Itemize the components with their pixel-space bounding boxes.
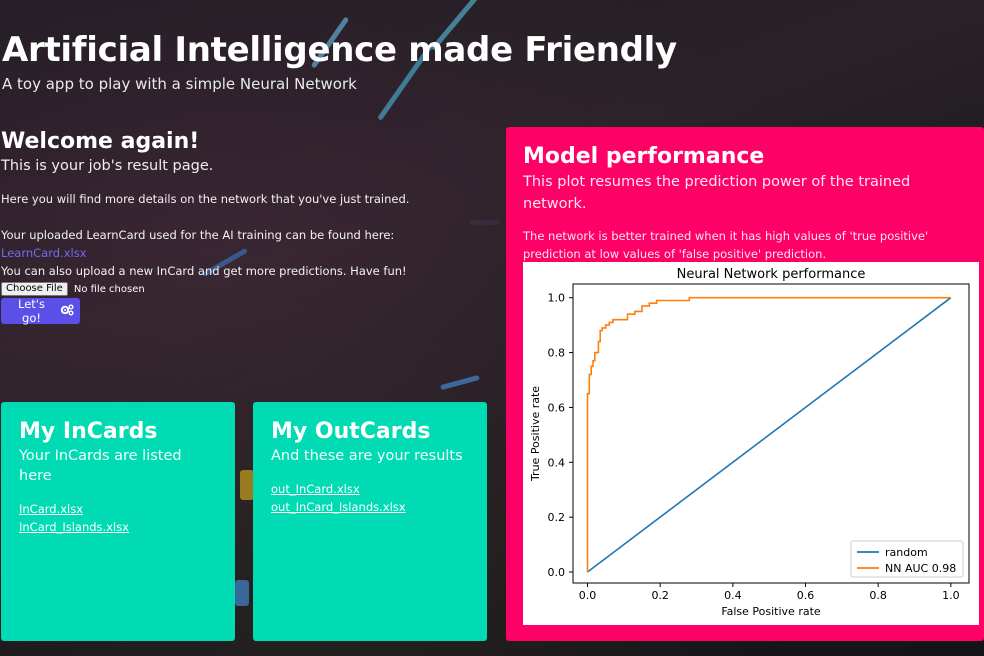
series-line-random bbox=[587, 297, 952, 573]
performance-note: The network is better trained when it ha… bbox=[523, 229, 929, 261]
x-tick-label: 0.2 bbox=[651, 589, 669, 602]
plot-frame bbox=[572, 283, 970, 584]
y-tick-label: 0.4 bbox=[548, 456, 566, 469]
x-tick-label: 0.0 bbox=[579, 589, 597, 602]
y-tick-label: 0.6 bbox=[548, 401, 566, 414]
learncard-prefix: Your uploaded LearnCard used for the AI … bbox=[1, 228, 395, 242]
no-file-chosen-label: No file chosen bbox=[73, 283, 145, 295]
app-title: Artificial Intelligence made Friendly bbox=[2, 30, 677, 70]
outcards-title: My OutCards bbox=[271, 419, 431, 444]
performance-title: Model performance bbox=[523, 144, 765, 169]
performance-subtitle: This plot resumes the prediction power o… bbox=[523, 174, 911, 212]
welcome-section: Welcome again! This is your job's result… bbox=[1, 128, 481, 325]
roc-chart: Neural Network performance 0.0 0.2 0.4 0.6 0.… bbox=[523, 262, 979, 625]
y-tick-label: 0.2 bbox=[548, 511, 566, 524]
file-input: Choose File No file chosen bbox=[1, 282, 481, 296]
outcards-card: My OutCards And these are your results o… bbox=[253, 402, 487, 641]
app-header: Artificial Intelligence made Friendly A … bbox=[2, 26, 677, 94]
choose-file-button[interactable]: Choose File bbox=[1, 282, 68, 296]
welcome-heading: Welcome again! bbox=[1, 129, 200, 154]
app-subtitle: A toy app to play with a simple Neural N… bbox=[2, 75, 357, 93]
legend-label: random bbox=[885, 546, 928, 559]
y-tick-label: 0.8 bbox=[548, 347, 566, 360]
gears-icon bbox=[60, 304, 74, 319]
incards-title: My InCards bbox=[19, 419, 158, 444]
x-axis-label: False Positive rate bbox=[721, 605, 821, 618]
y-tick-label: 0.0 bbox=[548, 566, 566, 579]
incard-file-link[interactable]: InCard.xlsx bbox=[19, 502, 84, 516]
y-axis-label: True Positive rate bbox=[529, 386, 542, 482]
x-tick-label: 0.6 bbox=[797, 589, 815, 602]
x-tick-label: 1.0 bbox=[942, 589, 960, 602]
upload-text: You can also upload a new InCard and get… bbox=[1, 264, 407, 278]
series-line-nn bbox=[586, 296, 951, 572]
learncard-link[interactable]: LearnCard.xlsx bbox=[1, 246, 87, 260]
model-performance-card: Model performance This plot resumes the … bbox=[506, 127, 984, 641]
welcome-lead: This is your job's result page. bbox=[1, 158, 214, 174]
roc-chart-svg: Neural Network performance 0.0 0.2 0.4 0.6 0.… bbox=[529, 267, 970, 618]
lets-go-label: Let's go! bbox=[18, 297, 45, 325]
incards-card: My InCards Your InCards are listed here … bbox=[1, 402, 235, 641]
details-text: Here you will find more details on the n… bbox=[1, 192, 410, 206]
legend-label: NN AUC 0.98 bbox=[885, 562, 956, 575]
outcard-file-link[interactable]: out_InCard_Islands.xlsx bbox=[271, 500, 406, 514]
outcards-subtitle: And these are your results bbox=[271, 448, 463, 464]
lets-go-button[interactable]: Let's go! bbox=[1, 297, 80, 325]
x-tick-label: 0.4 bbox=[724, 589, 742, 602]
learncard-text: Your uploaded LearnCard used for the AI … bbox=[1, 226, 481, 262]
outcard-file-link[interactable]: out_InCard.xlsx bbox=[271, 482, 360, 496]
incard-file-link[interactable]: InCard_Islands.xlsx bbox=[19, 520, 129, 534]
y-tick-label: 1.0 bbox=[548, 292, 566, 305]
incards-subtitle: Your InCards are listed here bbox=[19, 448, 182, 484]
chart-title: Neural Network performance bbox=[677, 267, 866, 282]
x-tick-label: 0.8 bbox=[869, 589, 887, 602]
